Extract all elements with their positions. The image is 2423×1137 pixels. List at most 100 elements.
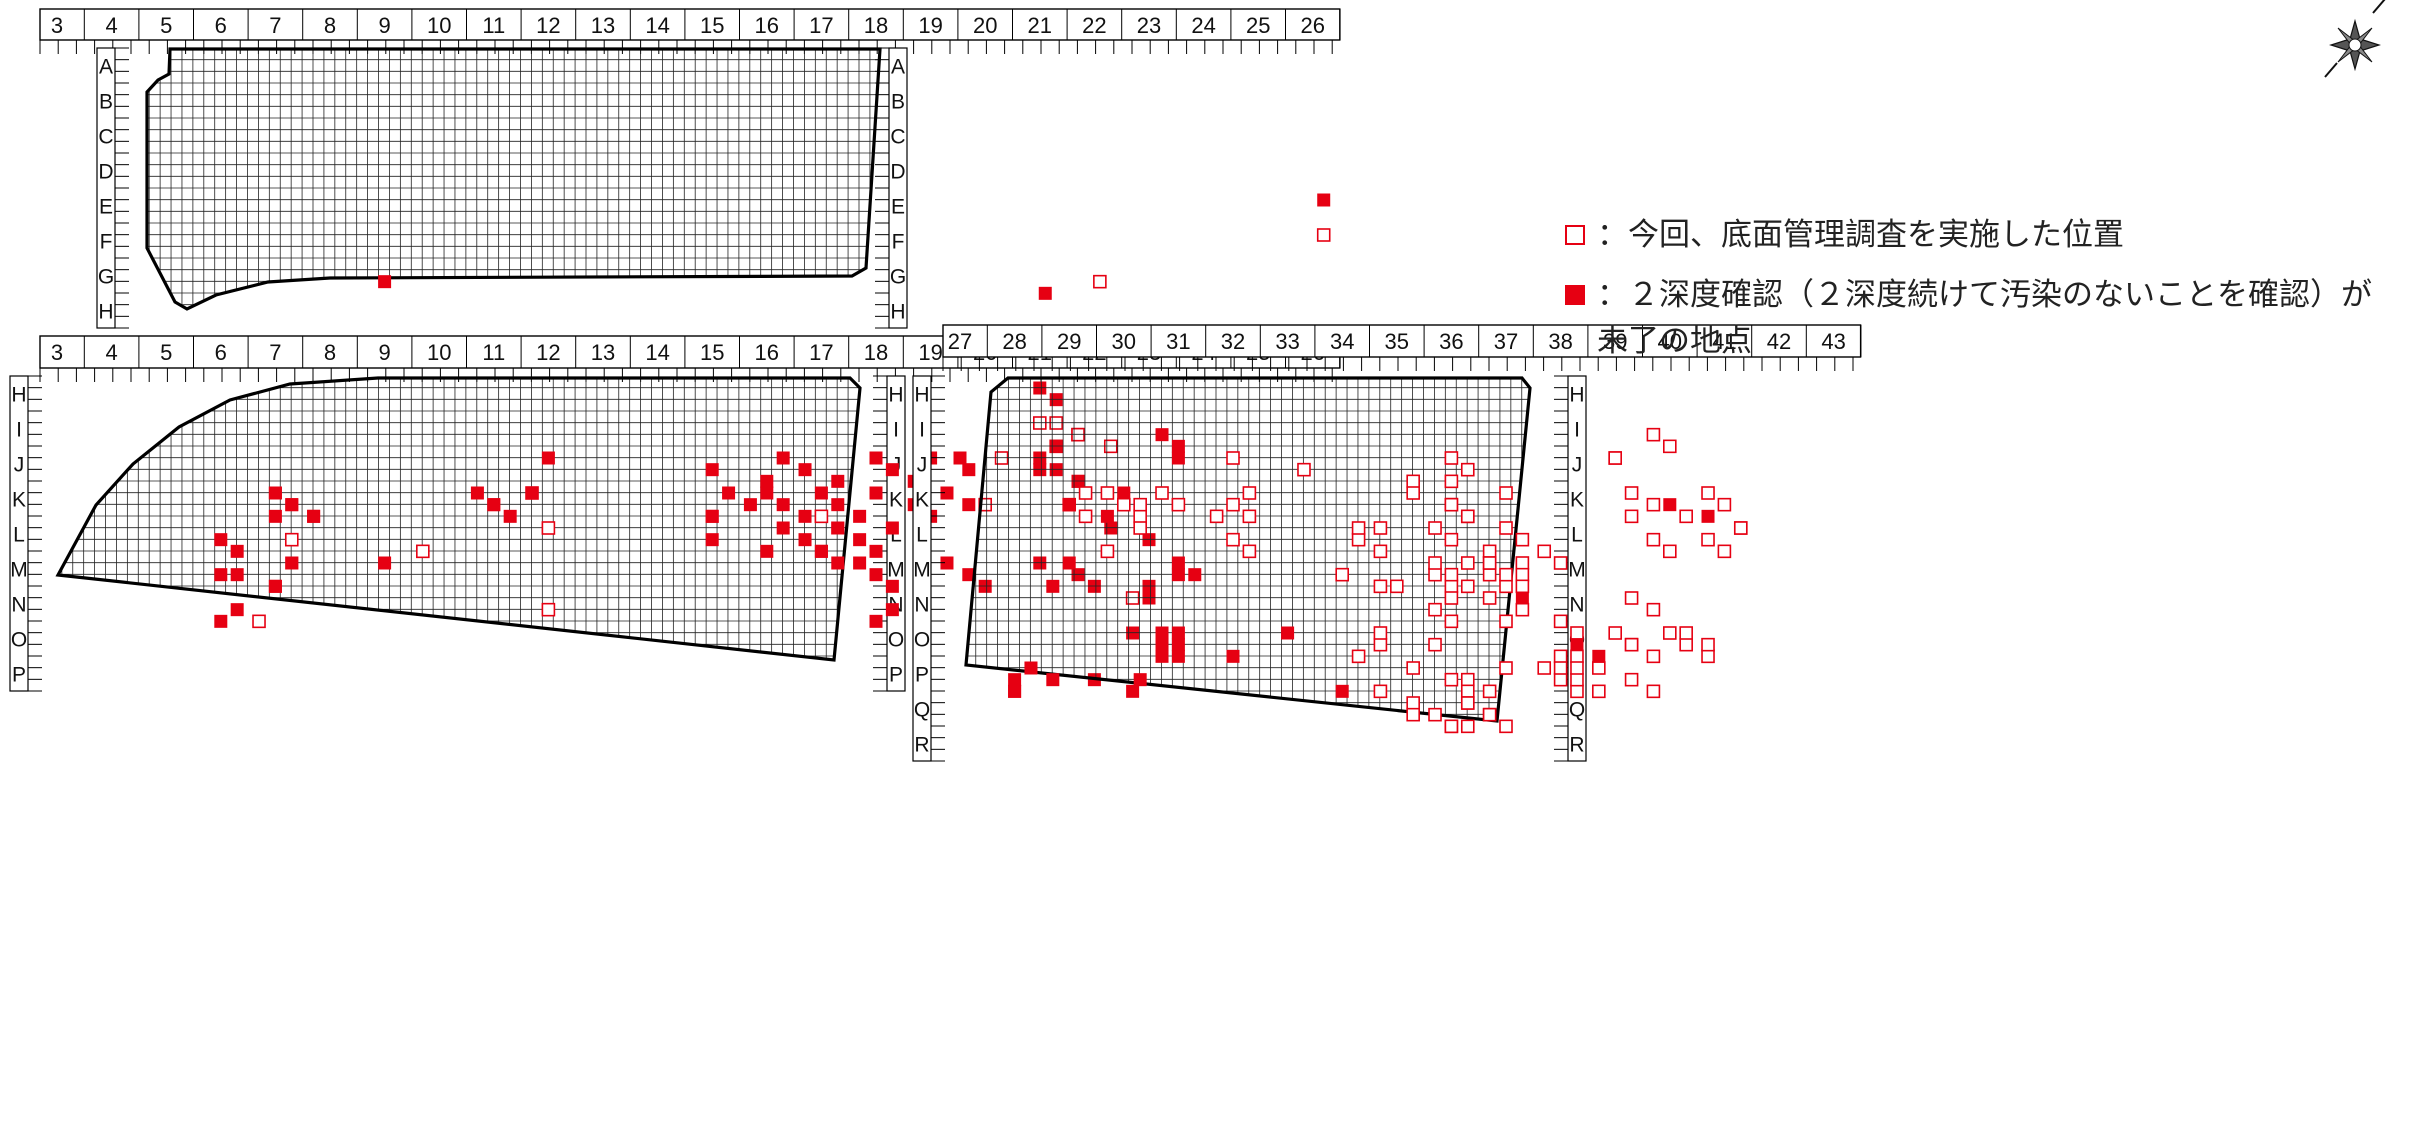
filled-square-icon: [1565, 285, 1585, 305]
filled-survey-point: [1038, 286, 1052, 300]
open-survey-point: [541, 602, 556, 617]
open-survey-point: [1701, 637, 1715, 652]
filled-survey-point: [776, 498, 790, 512]
column-label: 29: [1057, 329, 1081, 354]
open-survey-point: [1078, 509, 1093, 524]
column-label: 6: [215, 13, 227, 38]
filled-survey-point: [831, 498, 845, 512]
filled-survey-point: [230, 603, 244, 617]
open-survey-point: [1406, 474, 1420, 489]
open-survey-point: [1553, 614, 1568, 629]
row-label: K: [915, 489, 929, 512]
open-square-icon: [1565, 225, 1585, 245]
filled-survey-point: [885, 603, 899, 617]
open-survey-point: [1537, 544, 1552, 559]
column-label: 18: [864, 13, 888, 38]
open-survey-point: [1093, 274, 1107, 289]
filled-survey-point: [853, 556, 867, 570]
column-label: 28: [1002, 329, 1026, 354]
open-survey-point: [1482, 684, 1497, 699]
open-survey-point: [1078, 486, 1093, 500]
column-label: 4: [105, 13, 117, 38]
column-label: 26: [1301, 13, 1325, 38]
column-label: 36: [1439, 329, 1463, 354]
column-header-frame: [39, 8, 1341, 41]
filled-survey-point: [1570, 638, 1584, 652]
filled-survey-point: [776, 521, 790, 535]
open-survey-point: [1717, 497, 1732, 512]
open-survey-point: [1428, 637, 1442, 652]
filled-survey-point: [1515, 591, 1529, 605]
site-outline: [55, 376, 862, 662]
filled-survey-point: [1024, 661, 1038, 675]
legend: ：今回、底面管理調査を実施した位置 ：２深度確認（２深度続けて汚染のないことを確…: [1565, 212, 2385, 378]
filled-survey-point: [1171, 649, 1185, 663]
open-survey-point: [1482, 567, 1497, 582]
open-survey-point: [1482, 591, 1497, 605]
filled-survey-point: [541, 451, 555, 465]
row-label: G: [890, 266, 906, 289]
row-label: M: [1568, 559, 1586, 582]
open-survey-point: [1316, 228, 1331, 242]
filled-survey-point: [853, 509, 867, 523]
row-label: F: [100, 231, 113, 254]
filled-survey-point: [743, 498, 757, 512]
site-outline: [964, 376, 1532, 723]
row-label: I: [16, 419, 22, 442]
filled-survey-point: [230, 544, 244, 558]
open-survey-point: [1242, 544, 1257, 559]
open-survey-point: [1351, 532, 1366, 547]
column-label: 24: [1191, 13, 1215, 38]
filled-survey-point: [268, 509, 282, 523]
filled-survey-point: [268, 486, 282, 500]
open-survey-point: [1335, 567, 1349, 582]
open-survey-point: [1460, 672, 1475, 687]
filled-survey-point: [214, 568, 228, 582]
column-label: 11: [482, 340, 505, 365]
row-label: I: [893, 419, 899, 442]
open-survey-point: [541, 521, 556, 535]
legend-item-filled: ：２深度確認（２深度続けて汚染のないことを確認）が未了の地点: [1565, 272, 2385, 364]
column-label: 14: [645, 340, 669, 365]
column-label: 38: [1548, 329, 1572, 354]
column-label: 15: [700, 340, 724, 365]
open-survey-point: [1663, 544, 1677, 559]
filled-survey-point: [885, 579, 899, 593]
open-survey-point: [1460, 719, 1475, 734]
row-label: L: [890, 524, 902, 547]
row-label: H: [890, 301, 905, 324]
column-label: 13: [591, 13, 615, 38]
open-survey-point: [1499, 614, 1513, 629]
open-survey-point: [1624, 509, 1639, 524]
row-label: E: [891, 196, 905, 219]
open-survey-point: [1733, 521, 1748, 535]
open-survey-point: [1406, 707, 1420, 722]
column-label: 8: [324, 13, 336, 38]
site-outline: [145, 47, 882, 311]
column-label: 13: [591, 340, 615, 365]
open-survey-point: [1570, 672, 1584, 687]
open-survey-point: [1460, 509, 1475, 524]
open-survey-point: [1515, 532, 1530, 547]
open-survey-point: [1608, 626, 1622, 640]
filled-survey-point: [831, 474, 845, 488]
column-label: 42: [1767, 329, 1791, 354]
filled-survey-point: [268, 579, 282, 593]
open-survey-point: [1646, 427, 1661, 442]
open-survey-point: [1570, 661, 1584, 675]
column-label: 30: [1112, 329, 1136, 354]
row-label: K: [889, 489, 903, 512]
filled-survey-point: [760, 474, 774, 488]
row-label: B: [99, 91, 113, 114]
legend-open-label: ：今回、底面管理調査を実施した位置: [1597, 217, 2124, 253]
filled-survey-point: [1155, 638, 1169, 652]
legend-filled-label: ：２深度確認（２深度続けて汚染のないことを確認）が未了の地点: [1597, 277, 2372, 359]
open-survey-point: [1482, 556, 1497, 570]
filled-survey-point: [1133, 673, 1147, 687]
open-survey-point: [1499, 719, 1513, 734]
column-label: 12: [536, 13, 560, 38]
open-survey-point: [1515, 579, 1530, 594]
open-survey-point: [1373, 637, 1388, 652]
